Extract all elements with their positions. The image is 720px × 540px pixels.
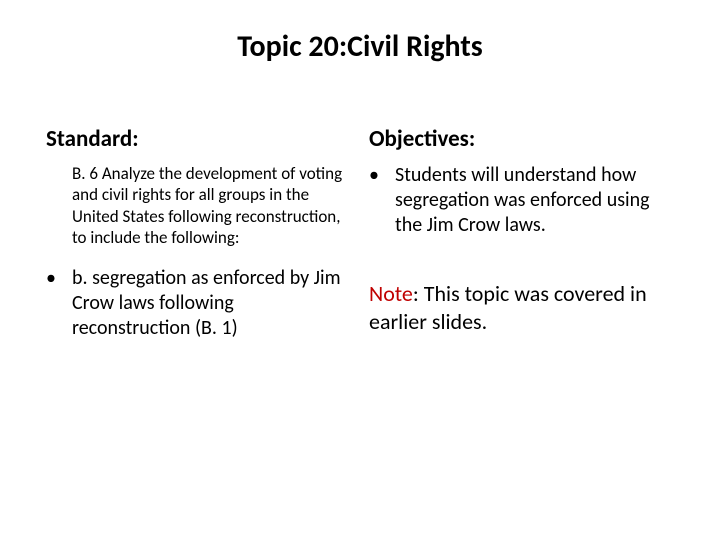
standard-bullet-row: • b. segregation as enforced by Jim Crow…: [46, 266, 351, 341]
left-column: Standard: B. 6 Analyze the development o…: [46, 125, 351, 341]
standard-text: B. 6 Analyze the development of voting a…: [46, 163, 351, 248]
note-text: Note: This topic was covered in earlier …: [369, 280, 674, 335]
right-column: Objectives: • Students will understand h…: [369, 125, 674, 341]
objectives-heading: Objectives:: [369, 125, 674, 153]
bullet-icon: •: [46, 266, 72, 341]
objectives-bullet-row: • Students will understand how segregati…: [369, 163, 674, 238]
standard-bullet-text: b. segregation as enforced by Jim Crow l…: [72, 266, 351, 341]
bullet-icon: •: [369, 163, 395, 238]
content-columns: Standard: B. 6 Analyze the development o…: [46, 125, 674, 341]
slide-title: Topic 20:Civil Rights: [46, 28, 674, 65]
objectives-bullet-text: Students will understand how segregation…: [395, 163, 674, 238]
note-label: Note: [369, 280, 413, 307]
standard-heading: Standard:: [46, 125, 351, 153]
slide: Topic 20:Civil Rights Standard: B. 6 Ana…: [0, 0, 720, 540]
